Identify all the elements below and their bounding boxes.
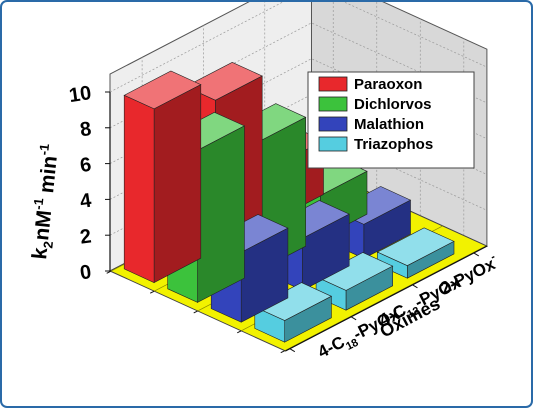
legend-label-triazophos: Triazophos <box>354 136 433 153</box>
x-tick-mark <box>280 350 285 354</box>
legend-swatch-dichlorvos <box>318 96 348 112</box>
y-tick-label: 2 <box>79 225 93 248</box>
y-tick-label: 8 <box>79 118 93 141</box>
legend-swatch-malathion <box>318 116 348 132</box>
category-tick-mark <box>350 316 357 321</box>
x-axis-title: Oximes <box>376 293 443 341</box>
y-tick-label: 10 <box>68 82 93 107</box>
legend-swatch-triazophos <box>318 136 348 152</box>
x-tick-mark <box>149 290 155 294</box>
category-tick-mark <box>473 252 480 257</box>
bar-paraoxon-c18 <box>123 70 202 284</box>
category-tick-mark <box>289 348 296 353</box>
y-axis-title: k2nM-1 min-1 <box>25 143 66 261</box>
y-tick-label: 0 <box>79 261 93 284</box>
x-tick-mark <box>237 330 242 334</box>
legend: Paraoxon Dichlorvos Malathion Triazophos <box>307 71 475 169</box>
x-tick-mark <box>106 270 111 274</box>
bar-triazophos-py <box>376 227 455 279</box>
bar-front <box>123 94 155 284</box>
bar-front <box>377 251 408 279</box>
legend-swatch-paraoxon <box>318 76 348 92</box>
x-tick-mark <box>193 310 198 314</box>
y-tick-label: 4 <box>79 189 94 212</box>
legend-label-paraoxon: Paraoxon <box>354 76 422 93</box>
category-axis-line <box>285 245 488 352</box>
legend-label-dichlorvos: Dichlorvos <box>354 96 432 113</box>
bar-side <box>153 84 202 284</box>
bar-side <box>197 125 245 303</box>
category-tick-mark <box>412 284 418 289</box>
y-tick-label: 6 <box>79 154 93 177</box>
legend-label-malathion: Malathion <box>354 116 424 133</box>
